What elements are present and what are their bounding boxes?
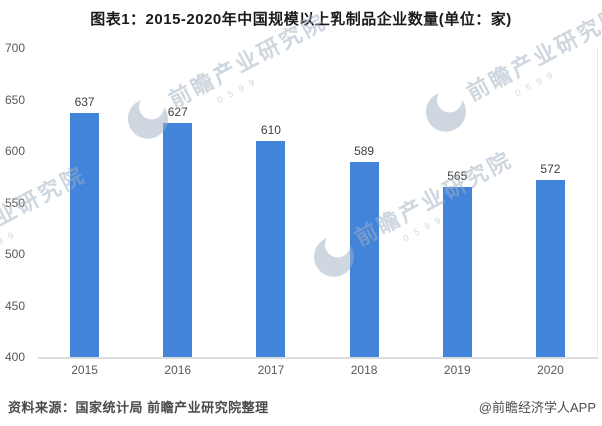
- x-axis-label: 2015: [71, 363, 98, 377]
- y-tick-label: 500: [5, 247, 26, 261]
- x-axis-label: 2020: [537, 363, 564, 377]
- bar-value-label: 637: [74, 94, 95, 109]
- bar: [349, 162, 379, 357]
- bar-slot: 627: [131, 48, 224, 357]
- x-axis-label: 2019: [443, 363, 471, 377]
- bar-slot: 610: [224, 48, 317, 357]
- x-axis-label: 2017: [257, 363, 285, 377]
- plot-area: 637 627 610 589 565 572: [38, 48, 598, 359]
- bar-value-label: 565: [447, 169, 468, 183]
- source-note: 资料来源：国家统计局 前瞻产业研究院整理: [8, 400, 269, 415]
- x-axis: 2015 2016 2017 2018 2019 2020: [38, 363, 597, 377]
- y-tick-label: 450: [5, 298, 26, 313]
- y-tick-label: 700: [5, 41, 26, 55]
- bar-slot: 589: [318, 48, 411, 357]
- x-axis-label: 2018: [350, 363, 378, 377]
- credit-note: @前瞻经济学人APP: [478, 400, 596, 415]
- y-tick-label: 650: [5, 92, 26, 107]
- chart-title: 图表1：2015-2020年中国规模以上乳制品企业数量(单位：家): [90, 11, 512, 28]
- bar-slot: 565: [411, 48, 504, 357]
- bar: [163, 123, 193, 357]
- bar: [535, 179, 565, 357]
- bar: [256, 140, 286, 357]
- y-tick-label: 550: [5, 195, 26, 210]
- bar: [70, 112, 100, 357]
- y-axis: 700 650 600 550 500 450 400: [0, 0, 36, 426]
- footer: 资料来源：国家统计局 前瞻产业研究院整理 @前瞻经济学人APP: [8, 397, 596, 416]
- bar-slot: 637: [38, 48, 131, 357]
- y-tick-label: 600: [5, 144, 26, 158]
- bar-value-label: 589: [354, 144, 375, 159]
- bar: [442, 187, 472, 357]
- bar-value-label: 610: [260, 122, 281, 137]
- x-axis-label: 2016: [164, 363, 192, 377]
- bar-slot: 572: [504, 48, 597, 357]
- y-tick-label: 400: [5, 350, 26, 364]
- bar-value-label: 572: [540, 161, 561, 176]
- bar-value-label: 627: [167, 105, 188, 120]
